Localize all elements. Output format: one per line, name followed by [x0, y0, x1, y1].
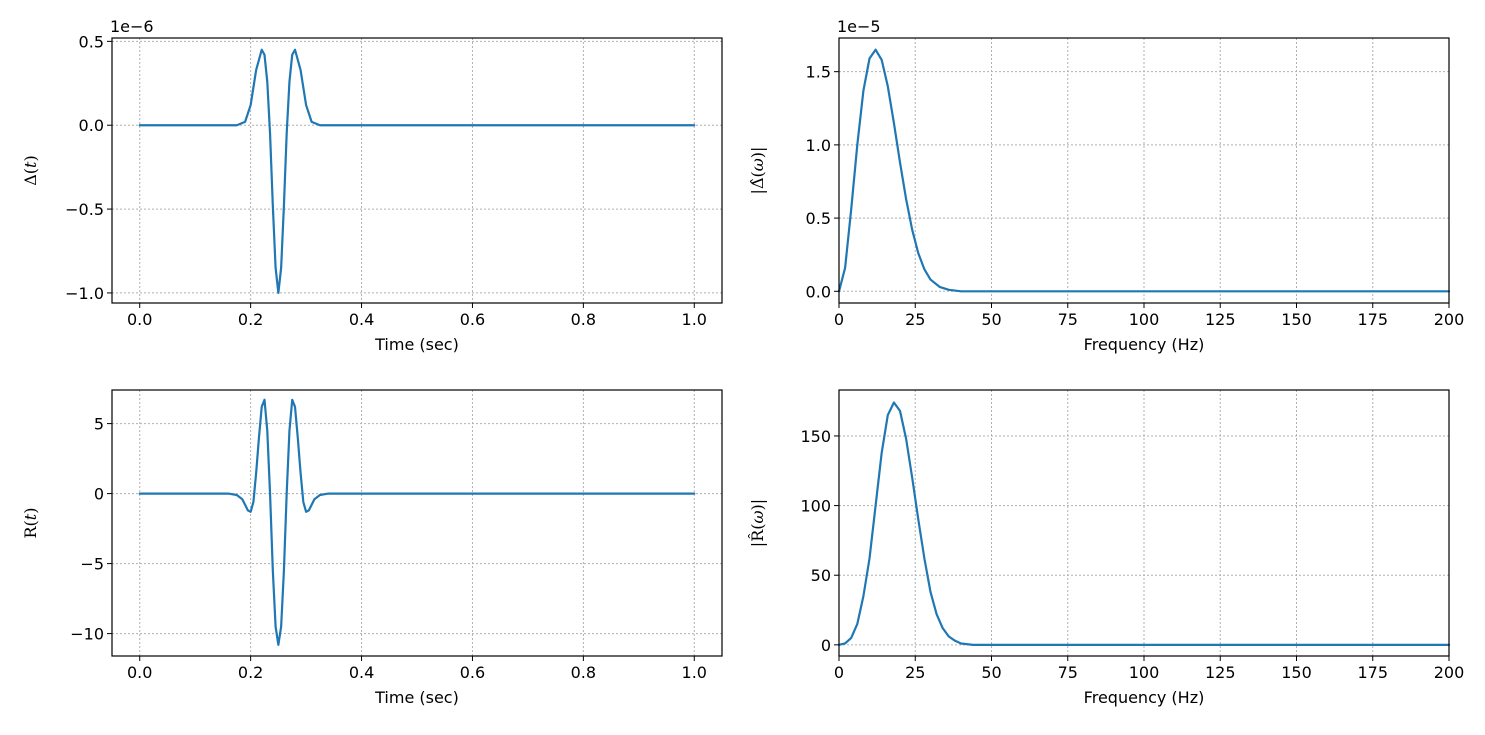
subplot-1: 0.0 0.2 0.4 0.6 0.8 1.0 0.5 0.0 −0.5 −1.0 Time (se… — [21, 17, 723, 354]
y-axis-label: |R̂(ω)| — [748, 499, 767, 547]
x-tick-label: 175 — [1357, 663, 1388, 682]
x-axis-label: Frequency (Hz) — [1084, 335, 1205, 354]
y-tick-label: 0.5 — [79, 32, 104, 51]
x-tick-label: 200 — [1434, 310, 1465, 329]
y-tick-label: −5 — [80, 555, 104, 574]
series-line-1 — [837, 48, 1451, 293]
y-tick-label: 100 — [800, 497, 831, 516]
x-tick-label: 150 — [1281, 663, 1312, 682]
y-tick-label: 0.5 — [806, 209, 831, 228]
series-line-1 — [138, 398, 696, 646]
offset-text: 1e−5 — [837, 17, 881, 36]
series-line-1 — [837, 401, 1451, 646]
x-tick-label: 150 — [1281, 310, 1312, 329]
subplot-4: 0 25 50 75 100 125 150 175 200 150 100 50 0 Frequency… — [748, 389, 1465, 707]
y-tick-label: −0.5 — [65, 200, 104, 219]
y-axis-label: |Δ̂(ω)| — [748, 147, 767, 195]
x-tick-label: 125 — [1205, 310, 1236, 329]
y-tick-label: 0.0 — [79, 116, 104, 135]
x-axis-label: Frequency (Hz) — [1084, 688, 1205, 707]
x-tick-label: 100 — [1129, 310, 1160, 329]
x-tick-label: 100 — [1129, 663, 1160, 682]
y-tick-label: 5 — [94, 415, 104, 434]
y-tick-label: 50 — [811, 566, 831, 585]
x-tick-label: 0.0 — [127, 310, 152, 329]
x-tick-label: 50 — [981, 310, 1001, 329]
y-tick-label: 0.0 — [806, 282, 831, 301]
x-tick-label: 125 — [1205, 663, 1236, 682]
x-axis-label: Time (sec) — [374, 688, 459, 707]
x-tick-label: 0.4 — [349, 310, 374, 329]
x-tick-label: 175 — [1357, 310, 1388, 329]
x-tick-label: 0 — [834, 310, 844, 329]
series-line-1 — [138, 48, 696, 295]
x-tick-label: 0.2 — [238, 310, 263, 329]
x-tick-label: 0.8 — [571, 663, 596, 682]
y-tick-label: 150 — [800, 427, 831, 446]
x-tick-label: 0.0 — [127, 663, 152, 682]
x-tick-label: 75 — [1058, 663, 1078, 682]
axes-frame — [111, 389, 723, 657]
x-tick-label: 50 — [981, 663, 1001, 682]
y-tick-label: 0 — [821, 636, 831, 655]
subplot-3: 0.0 0.2 0.4 0.6 0.8 1.0 5 0 −5 −10 Time (sec) R(t) — [21, 389, 723, 707]
x-tick-label: 1.0 — [682, 663, 707, 682]
axes-frame — [111, 37, 723, 304]
x-axis-label: Time (sec) — [374, 335, 459, 354]
x-tick-label: 0.6 — [460, 663, 485, 682]
x-tick-label: 75 — [1058, 310, 1078, 329]
y-tick-label: −10 — [70, 625, 104, 644]
x-tick-label: 0.6 — [460, 310, 485, 329]
x-tick-label: 0.2 — [238, 663, 263, 682]
y-tick-label: 0 — [94, 485, 104, 504]
x-tick-label: 200 — [1434, 663, 1465, 682]
y-axis-label: R(t) — [21, 508, 40, 539]
y-tick-label: −1.0 — [65, 284, 104, 303]
y-tick-label: 1.5 — [806, 63, 831, 82]
x-tick-label: 25 — [905, 663, 925, 682]
x-tick-label: 0 — [834, 663, 844, 682]
x-tick-label: 0.8 — [571, 310, 596, 329]
subplot-2: 0 25 50 75 100 125 150 175 200 1.5 1.0 0.5 0.0 Freque… — [748, 17, 1464, 354]
x-tick-label: 0.4 — [349, 663, 374, 682]
x-tick-label: 1.0 — [682, 310, 707, 329]
y-tick-label: 1.0 — [806, 136, 831, 155]
x-tick-label: 25 — [905, 310, 925, 329]
offset-text: 1e−6 — [110, 17, 154, 36]
y-axis-label: Δ(t) — [21, 155, 40, 185]
